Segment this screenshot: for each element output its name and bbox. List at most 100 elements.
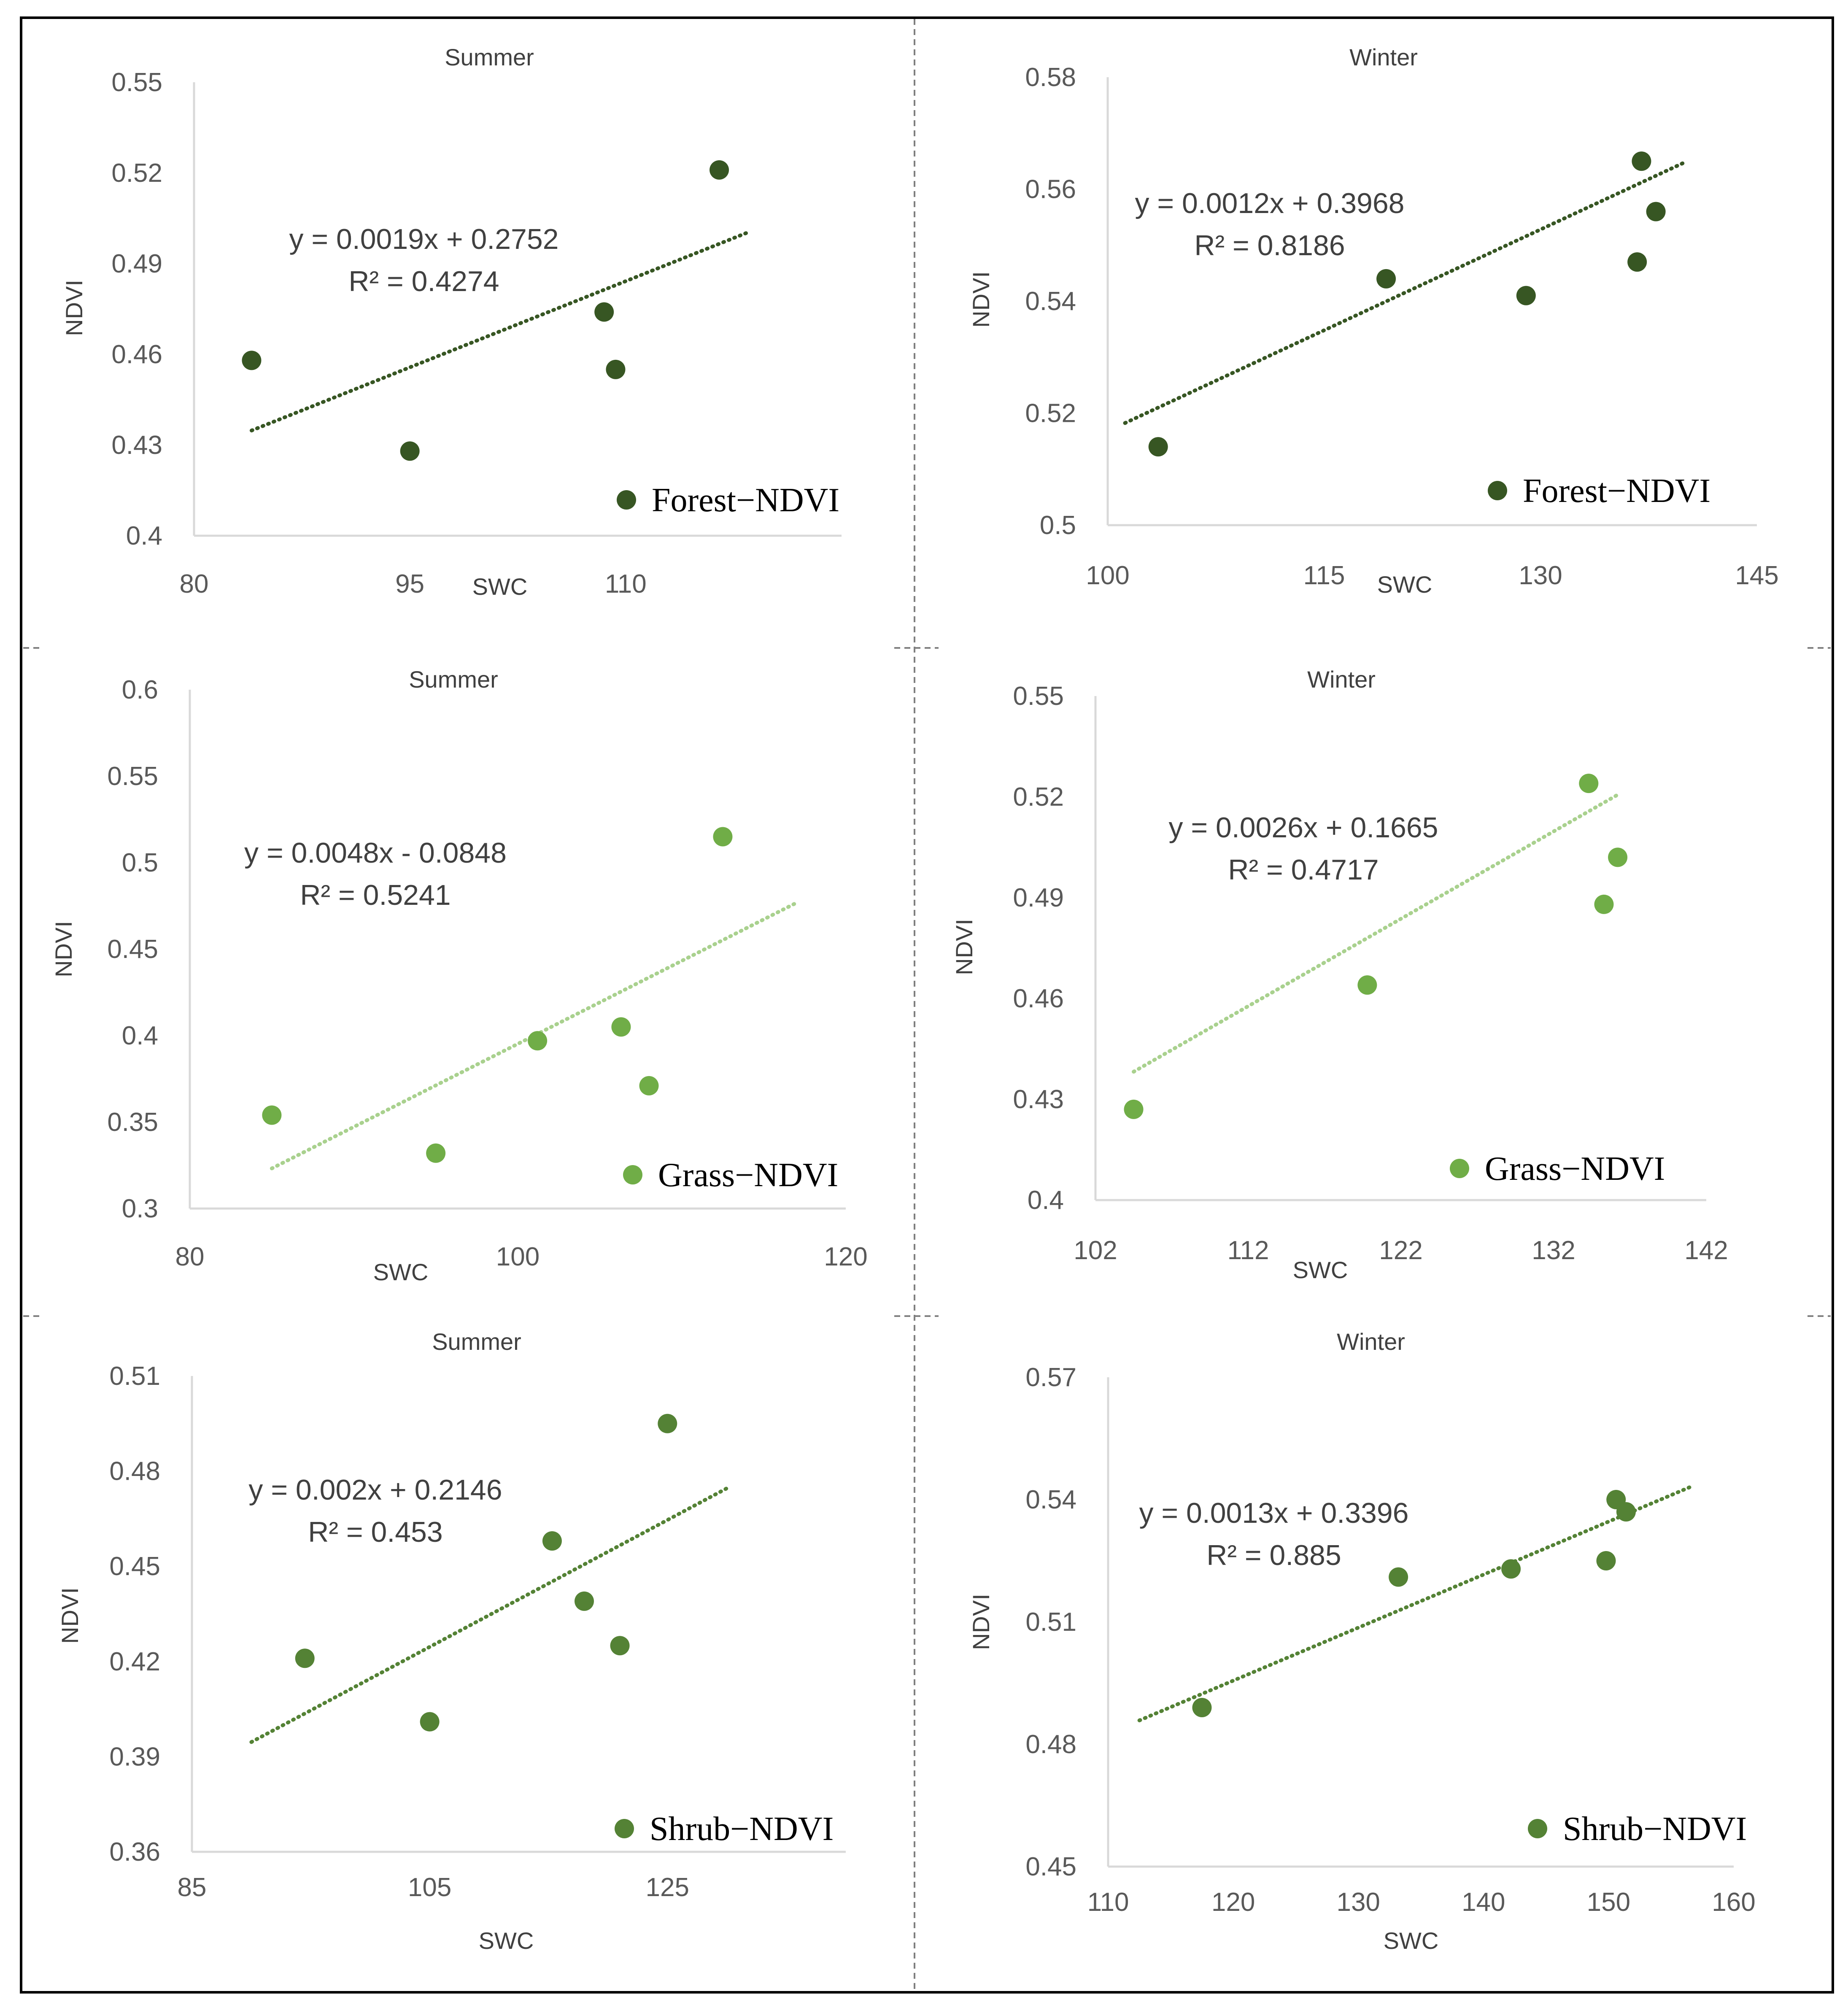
figure-border [20, 16, 1834, 1994]
data-point [639, 1076, 659, 1095]
y-tick-label: 0.58 [1025, 63, 1076, 92]
y-tick-label: 0.51 [1025, 1608, 1076, 1637]
data-point [1594, 894, 1614, 914]
y-tick-label: 0.49 [111, 249, 162, 278]
x-tick-label: 80 [180, 569, 209, 599]
panel-title: Summer [445, 44, 534, 70]
y-tick-label: 0.4 [126, 521, 162, 550]
trendline-r2: R² = 0.453 [308, 1516, 442, 1548]
y-tick-label: 0.45 [1025, 1852, 1076, 1881]
x-tick-label: 130 [1519, 561, 1562, 590]
panel-title: Summer [432, 1328, 521, 1355]
x-tick-label: 140 [1462, 1888, 1505, 1917]
y-tick-label: 0.39 [109, 1742, 160, 1771]
x-tick-label: 110 [605, 569, 647, 599]
x-tick-label: 110 [1087, 1888, 1129, 1917]
chart-panel: Summer 0.36 0.39 0.42 0.45 0.48 0.51 85 105 125 SW… [57, 1328, 846, 1954]
y-axis-label: NDVI [968, 271, 994, 328]
x-axis-label: SWC [373, 1259, 429, 1285]
x-tick-label: 150 [1587, 1888, 1630, 1917]
data-point [400, 441, 420, 461]
data-point [1192, 1698, 1212, 1717]
x-tick-label: 120 [1211, 1888, 1255, 1917]
data-point [710, 160, 729, 180]
trendline-r2: R² = 0.8186 [1194, 229, 1345, 262]
legend-marker [1450, 1159, 1469, 1178]
legend-marker [1488, 481, 1507, 500]
data-point [713, 827, 733, 847]
y-tick-label: 0.43 [111, 431, 162, 460]
y-axis-label: NDVI [50, 921, 77, 977]
x-tick-label: 142 [1684, 1236, 1728, 1265]
legend-label: Forest−NDVI [1523, 472, 1710, 510]
x-axis-label: SWC [479, 1927, 534, 1954]
data-point [575, 1591, 594, 1611]
data-point [1357, 975, 1377, 995]
legend-marker [1528, 1819, 1547, 1838]
x-tick-label: 85 [178, 1873, 207, 1902]
data-point [1376, 269, 1396, 289]
y-tick-label: 0.49 [1013, 883, 1064, 912]
data-point [242, 351, 262, 370]
chart-panel: Winter 0.45 0.48 0.51 0.54 0.57 110 120 130 140 15… [968, 1328, 1756, 1954]
x-tick-label: 132 [1532, 1236, 1575, 1265]
trendline-equation: y = 0.0026x + 0.1665 [1169, 812, 1438, 844]
legend-marker [615, 1819, 634, 1838]
legend-marker [623, 1165, 642, 1184]
panel-title: Winter [1349, 44, 1418, 70]
trendline [249, 230, 750, 433]
y-tick-label: 0.46 [111, 340, 162, 369]
x-tick-label: 125 [646, 1873, 689, 1902]
data-point [1148, 437, 1168, 457]
data-point [658, 1414, 677, 1433]
data-point [1627, 252, 1647, 272]
chart-panel: Winter 0.4 0.43 0.46 0.49 0.52 0.55 102 112 122 13… [951, 666, 1728, 1283]
y-axis-label: NDVI [57, 1587, 83, 1644]
y-axis-label: NDVI [61, 280, 87, 336]
chart-panel: Summer 0.3 0.35 0.4 0.45 0.5 0.55 0.6 80 100 120 SW… [50, 666, 868, 1285]
data-point [1596, 1551, 1616, 1570]
trendline-r2: R² = 0.885 [1206, 1539, 1341, 1571]
x-tick-label: 80 [175, 1242, 205, 1271]
trendline [249, 1486, 729, 1744]
y-axis-label: NDVI [951, 919, 977, 975]
data-point [420, 1712, 440, 1732]
y-tick-label: 0.43 [1013, 1085, 1064, 1114]
trendline-equation: y = 0.0048x - 0.0848 [244, 837, 507, 869]
x-axis-label: SWC [1384, 1927, 1439, 1954]
y-tick-label: 0.52 [1025, 399, 1076, 428]
data-point [1616, 1502, 1636, 1522]
data-point [426, 1143, 446, 1163]
trendline-equation: y = 0.002x + 0.2146 [248, 1474, 502, 1506]
x-tick-label: 100 [1086, 561, 1129, 590]
divider-stubs [23, 647, 1831, 1317]
x-tick-label: 145 [1735, 561, 1778, 590]
y-tick-label: 0.6 [122, 675, 158, 704]
legend-label: Shrub−NDVI [650, 1810, 834, 1848]
y-tick-label: 0.45 [107, 935, 158, 964]
y-tick-label: 0.48 [109, 1457, 160, 1486]
panel-title: Winter [1307, 666, 1376, 693]
x-tick-label: 112 [1228, 1236, 1269, 1265]
y-tick-label: 0.36 [109, 1837, 160, 1867]
panels: Summer 0.4 0.43 0.46 0.49 0.52 0.55 80 95 110 SWC N… [50, 44, 1779, 1954]
trendline-r2: R² = 0.4274 [348, 265, 499, 297]
trendline-r2: R² = 0.5241 [300, 879, 451, 911]
chart-panel: Summer 0.4 0.43 0.46 0.49 0.52 0.55 80 95 110 SWC N… [61, 44, 842, 600]
data-point [1579, 774, 1599, 793]
data-point [1124, 1099, 1144, 1119]
x-tick-label: 115 [1303, 561, 1345, 590]
x-axis-label: SWC [1293, 1257, 1348, 1283]
data-point [1389, 1567, 1408, 1587]
trendline-equation: y = 0.0012x + 0.3968 [1135, 187, 1405, 219]
x-tick-label: 102 [1074, 1236, 1117, 1265]
panel-title: Summer [409, 666, 498, 693]
x-tick-label: 130 [1336, 1888, 1380, 1917]
y-tick-label: 0.35 [107, 1108, 158, 1137]
data-point [1646, 202, 1666, 221]
x-axis-label: SWC [1377, 571, 1433, 598]
data-point [594, 302, 614, 322]
legend-label: Shrub−NDVI [1563, 1810, 1747, 1848]
